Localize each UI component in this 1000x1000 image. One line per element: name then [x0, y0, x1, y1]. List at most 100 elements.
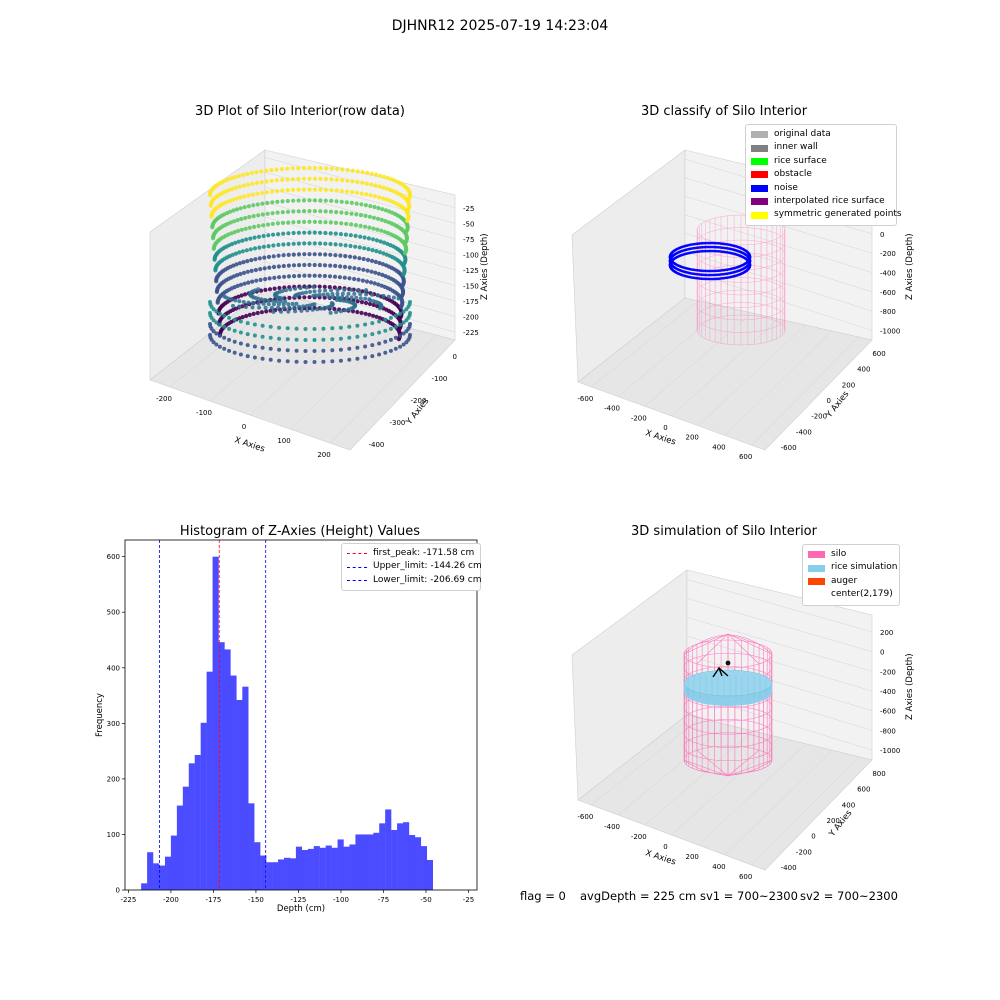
- x-tick-label: 200: [317, 451, 330, 459]
- histogram-x-tick: -75: [378, 896, 389, 904]
- histogram-bar: [289, 858, 297, 890]
- classify-z-axis-label: Z Axies (Depth): [905, 233, 915, 300]
- raw-plot-title: 3D Plot of Silo Interior(row data): [195, 104, 405, 119]
- legend-label: interpolated rice surface: [774, 196, 885, 207]
- classify-legend-item: symmetric generated points: [751, 208, 902, 221]
- histogram-bar: [278, 859, 285, 890]
- z-tick-label: -25: [463, 205, 474, 213]
- x-tick-label: -600: [577, 395, 593, 403]
- legend-label: obstacle: [774, 169, 812, 180]
- simulation-rice-surface: [683, 669, 773, 706]
- z-tick-label: -175: [463, 298, 479, 306]
- legend-swatch: [751, 158, 768, 166]
- raw-3d-plot: -200 -100 0 100 200 -400 -300 -200 -100 0 -25 -50 -7…: [149, 149, 490, 459]
- classify-legend-item: obstacle: [751, 168, 891, 181]
- x-tick-label: -400: [604, 405, 620, 413]
- histogram-x-tick: -225: [120, 896, 136, 904]
- histogram-y-label: Frequency: [95, 693, 105, 737]
- z-tick-label: -400: [880, 688, 896, 696]
- legend-label: rice simulation: [831, 562, 898, 573]
- simulation-3d-plot: -600-400-2000200400600-400-2000200400600…: [571, 569, 915, 881]
- x-tick-label: -200: [631, 414, 647, 422]
- histogram-bar: [176, 805, 184, 890]
- legend-label: symmetric generated points: [774, 209, 902, 220]
- histogram-bar: [301, 850, 308, 890]
- histogram-bar: [236, 700, 243, 890]
- y-tick-label: -200: [411, 397, 427, 405]
- histogram-bar: [391, 830, 398, 890]
- y-tick-label: -400: [369, 441, 385, 449]
- histogram-bar: [397, 823, 404, 890]
- simulation-auger: [712, 660, 731, 678]
- simulation-legend-item: silo: [808, 548, 894, 561]
- y-tick-label: -200: [796, 848, 812, 856]
- legend-label: inner wall: [774, 142, 818, 153]
- histogram-x-tick: -200: [163, 896, 179, 904]
- legend-label: Lower_limit: -206.69 cm: [373, 574, 482, 585]
- y-tick-label: -200: [811, 413, 827, 421]
- y-tick-label: 600: [857, 786, 870, 794]
- classify-plot-title: 3D classify of Silo Interior: [640, 104, 808, 119]
- classify-x-axis-label: X Axies: [644, 428, 677, 447]
- raw-floor-pane: [149, 289, 456, 451]
- z-tick-label: -800: [880, 727, 896, 735]
- histogram-x-tick: -25: [463, 896, 474, 904]
- histogram-bar: [319, 847, 326, 890]
- histogram-bar: [408, 835, 416, 890]
- simulation-plot-title: 3D simulation of Silo Interior: [631, 524, 817, 539]
- x-tick-label: 400: [712, 443, 725, 451]
- histogram-x-tick: -125: [291, 896, 307, 904]
- classify-noise-points: [668, 241, 752, 281]
- histogram-y-tick: 100: [107, 831, 120, 839]
- z-tick-label: -100: [463, 251, 479, 259]
- status-avg-depth: avgDepth = 225 cm: [580, 889, 697, 903]
- z-tick-label: -1000: [880, 327, 900, 335]
- legend-swatch: [751, 144, 768, 152]
- simulation-x-axis-label: X Axies: [644, 848, 677, 867]
- histogram-bar: [254, 842, 261, 890]
- histogram-x-label: Depth (cm): [277, 904, 325, 914]
- legend-label: Upper_limit: -144.26 cm: [373, 561, 482, 572]
- z-tick-label: -225: [463, 329, 479, 337]
- legend-swatch: [751, 198, 768, 206]
- legend-swatch: [751, 184, 768, 192]
- y-tick-label: 400: [842, 801, 855, 809]
- x-tick-label: 200: [686, 434, 699, 442]
- histogram-x-tick: -100: [333, 896, 349, 904]
- y-tick-label: 200: [827, 817, 840, 825]
- histogram-y-tick: 400: [107, 664, 120, 672]
- histogram-bar: [379, 823, 386, 890]
- z-tick-label: -125: [463, 267, 479, 275]
- classify-legend-item: rice surface: [751, 155, 891, 168]
- z-tick-label: 0: [880, 231, 884, 239]
- x-tick-label: 400: [712, 863, 725, 871]
- histogram-bar: [331, 847, 338, 890]
- histogram-legend-item: first_peak: -171.58 cm: [347, 547, 475, 560]
- status-sv2: sv2 = 700~2300: [800, 889, 898, 903]
- histogram-bar: [385, 809, 392, 890]
- classify-legend: original data inner wall rice surface obsta…: [745, 124, 902, 226]
- classify-legend-item: inner wall: [751, 141, 891, 154]
- x-tick-label: -400: [604, 823, 620, 831]
- x-tick-label: 200: [686, 853, 699, 861]
- histogram-bar: [373, 832, 380, 890]
- raw-x-axis-label: X Axies: [233, 435, 266, 454]
- histogram-bar: [224, 649, 231, 890]
- histogram-y-tick: 500: [107, 609, 120, 617]
- x-tick-label: 100: [277, 437, 290, 445]
- x-tick-label: 600: [739, 873, 752, 881]
- histogram-bar: [260, 855, 267, 890]
- histogram-bar: [307, 848, 314, 890]
- status-flag: flag = 0: [520, 889, 566, 903]
- y-tick-label: 0: [827, 397, 831, 405]
- histogram-bar: [349, 844, 356, 890]
- x-tick-label: 0: [663, 843, 667, 851]
- legend-label: rice surface: [774, 155, 827, 166]
- legend-label: noise: [774, 182, 798, 193]
- histogram-bar: [159, 865, 166, 890]
- legend-line-swatch: [347, 580, 367, 582]
- z-tick-label: -200: [463, 314, 479, 322]
- z-tick-label: -600: [880, 289, 896, 297]
- z-tick-label: -50: [463, 220, 474, 228]
- legend-label: first_peak: -171.58 cm: [373, 548, 475, 558]
